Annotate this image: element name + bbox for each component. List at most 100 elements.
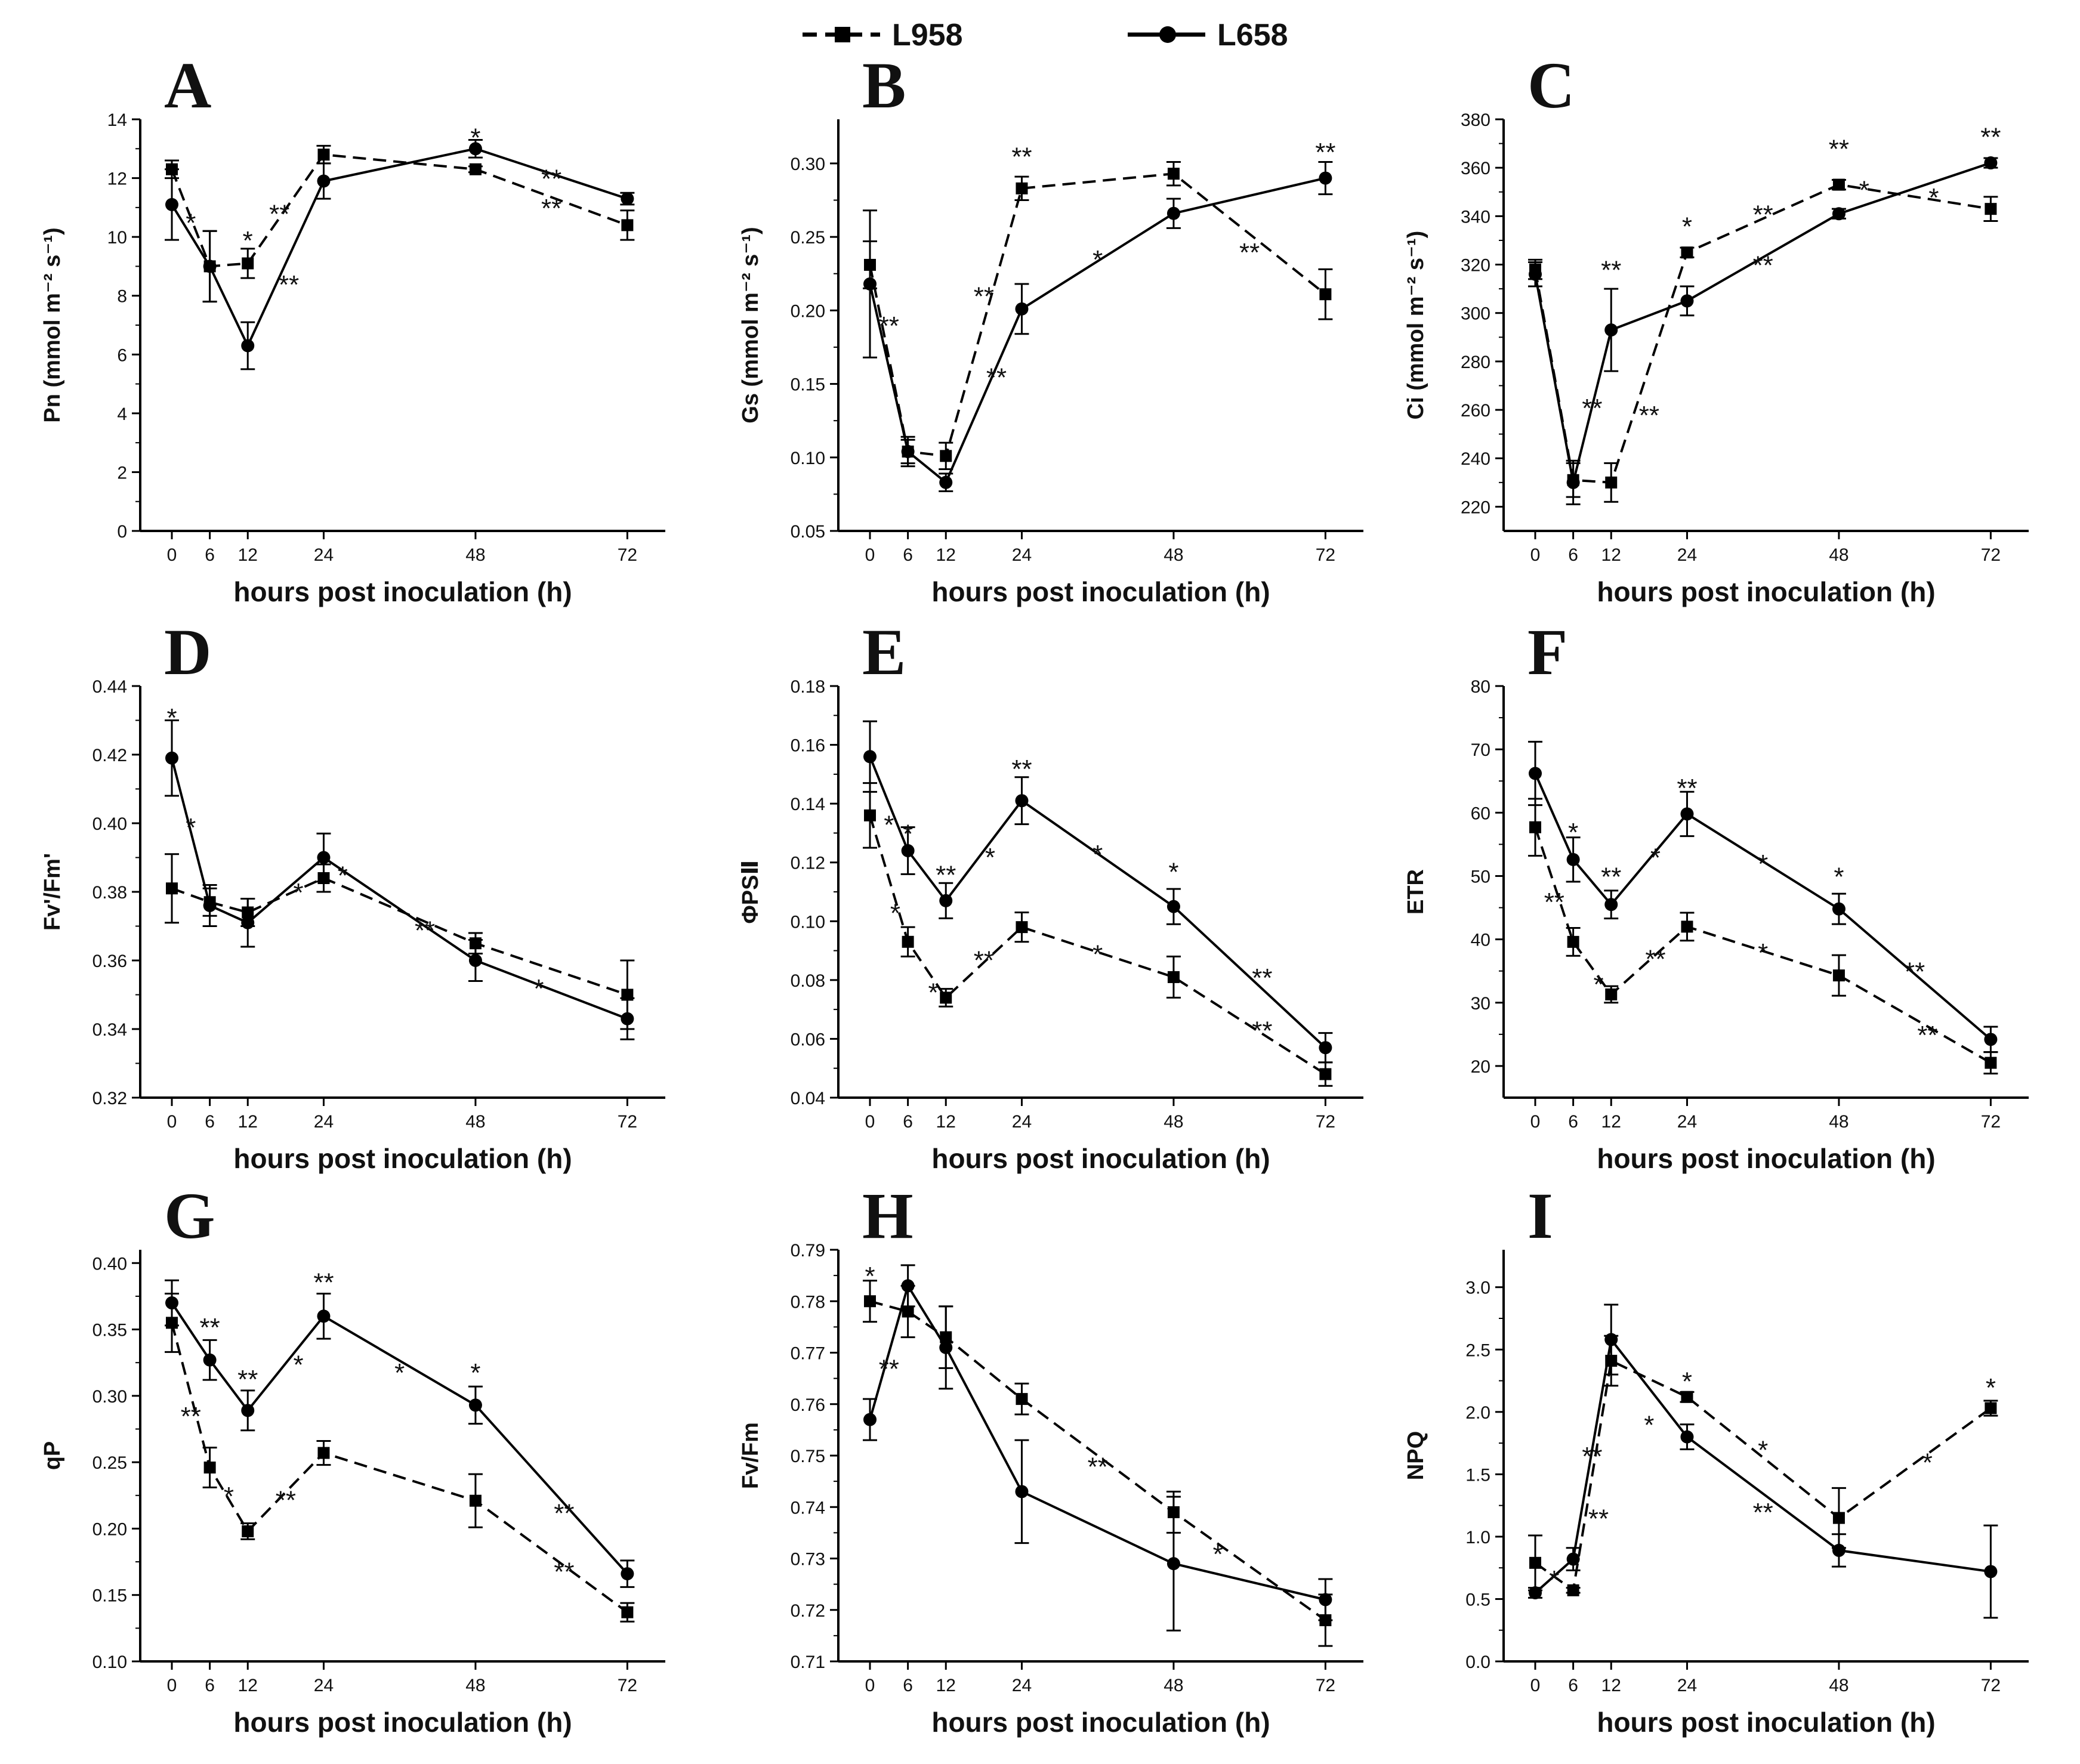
data-point (1681, 246, 1693, 259)
x-tick-label: 24 (1012, 1112, 1032, 1132)
data-point (621, 1567, 634, 1581)
y-tick-label: 360 (1461, 159, 1490, 178)
data-point (1167, 168, 1180, 180)
panel-f: 20 30 40 50 60 70 80 0 6 12 24 48 72 hours post inocu… (1403, 616, 2029, 1174)
legend-entry-l658: L658 (1128, 18, 1288, 52)
y-tick-label: 0.06 (791, 1030, 825, 1049)
data-point (1016, 1393, 1028, 1405)
significance-mark: * (470, 1358, 480, 1388)
x-tick-label: 24 (314, 1676, 334, 1695)
panel-h: 0.71 0.72 0.73 0.74 0.75 0.76 0.77 0.78 0.79 0 6 12… (738, 1179, 1363, 1738)
y-tick-label: 0.34 (92, 1020, 127, 1040)
y-tick-label: 0.74 (791, 1498, 825, 1518)
significance-mark: * (293, 878, 303, 907)
significance-mark: ** (1829, 135, 1849, 164)
x-tick-label: 0 (167, 1676, 177, 1695)
significance-mark: ** (1239, 238, 1260, 267)
significance-mark: * (1093, 840, 1103, 869)
data-point (940, 991, 952, 1004)
legend-marker-circle (1159, 26, 1176, 43)
significance-mark: ** (1582, 1442, 1602, 1471)
x-tick-label: 48 (1829, 545, 1848, 565)
significance-mark: ** (1980, 122, 2001, 152)
significance-mark: * (1593, 970, 1603, 999)
series-line (869, 177, 1326, 484)
y-tick-label: 280 (1461, 353, 1490, 372)
data-point (901, 844, 915, 857)
y-tick-label: 0.75 (791, 1447, 825, 1466)
y-axis-title: Gs (mmol m⁻² s⁻¹) (738, 227, 763, 423)
panel-g: 0.10 0.15 0.20 0.25 0.30 0.35 0.40 0 6 12 24 48 72 ho… (40, 1179, 665, 1738)
data-point (1604, 323, 1618, 337)
y-tick-label: 0.36 (92, 951, 127, 971)
data-point (1319, 171, 1332, 185)
y-tick-label: 0.40 (92, 814, 127, 834)
data-point (1832, 1512, 1845, 1524)
series-l658 (863, 720, 1333, 1064)
y-tick-label: 320 (1461, 256, 1490, 276)
significance-mark: ** (986, 363, 1007, 392)
y-tick-label: 0.79 (791, 1241, 825, 1261)
data-point (317, 1447, 330, 1459)
data-point (1832, 902, 1846, 916)
data-point (621, 1012, 634, 1025)
significance-mark: ** (269, 200, 289, 229)
data-point (1015, 302, 1029, 316)
series-l958 (1528, 178, 1998, 503)
y-tick-label: 2.0 (1465, 1403, 1490, 1423)
significance-mark: ** (1905, 957, 1925, 987)
y-tick-label: 14 (107, 110, 127, 130)
significance-mark: ** (974, 282, 994, 311)
series-line (869, 1283, 1326, 1601)
panel-e: 0.04 0.06 0.08 0.10 0.12 0.14 0.16 0.18 0 6 12 24 48… (738, 616, 1363, 1174)
x-axis-title: hours post inoculation (h) (233, 576, 572, 607)
x-tick-label: 12 (1601, 1112, 1621, 1132)
y-axis-title: Pn (mmol m⁻² s⁻¹) (40, 227, 65, 422)
significance-mark: * (1986, 1373, 1996, 1402)
significance-mark: * (1682, 1367, 1692, 1397)
significance-mark: ** (276, 1485, 296, 1515)
x-tick-label: 72 (618, 545, 637, 565)
data-point (1681, 920, 1693, 933)
x-tick-label: 48 (465, 1676, 485, 1695)
data-point (241, 916, 255, 929)
y-tick-label: 0.18 (791, 677, 825, 697)
series-line (171, 153, 628, 268)
panel-letter: H (862, 1179, 914, 1252)
x-tick-label: 12 (936, 1112, 956, 1132)
y-tick-label: 0 (117, 522, 127, 542)
y-tick-label: 0.05 (791, 522, 825, 542)
y-tick-label: 340 (1461, 207, 1490, 227)
significance-mark: ** (936, 860, 956, 889)
series-l658 (165, 139, 635, 370)
y-tick-label: 0.25 (92, 1453, 127, 1473)
significance-mark: ** (1011, 755, 1032, 784)
panel-letter: B (862, 49, 906, 122)
y-tick-label: 3.0 (1465, 1278, 1490, 1298)
series-l658 (1528, 156, 1998, 505)
data-point (1680, 807, 1694, 821)
data-point (1015, 1485, 1029, 1499)
y-tick-label: 1.5 (1465, 1465, 1490, 1485)
significance-mark: * (928, 978, 938, 1008)
series-l658 (863, 160, 1333, 492)
x-tick-label: 24 (1012, 1676, 1032, 1695)
x-tick-label: 72 (1316, 1112, 1335, 1132)
significance-mark: * (1093, 940, 1103, 969)
significance-mark: * (293, 1350, 303, 1379)
significance-mark: * (1682, 212, 1692, 242)
data-point (317, 174, 331, 188)
x-tick-label: 6 (205, 545, 215, 565)
series-line (171, 758, 628, 1020)
x-tick-label: 48 (465, 1112, 485, 1132)
y-axis-title: Fv/Fm (738, 1422, 763, 1489)
significance-mark: * (1859, 176, 1869, 205)
significance-mark: ** (200, 1313, 220, 1342)
data-point (1319, 1068, 1332, 1080)
x-tick-label: 0 (1530, 545, 1541, 565)
data-point (1680, 1430, 1694, 1444)
x-tick-label: 24 (1677, 545, 1697, 565)
x-tick-label: 48 (1164, 545, 1183, 565)
